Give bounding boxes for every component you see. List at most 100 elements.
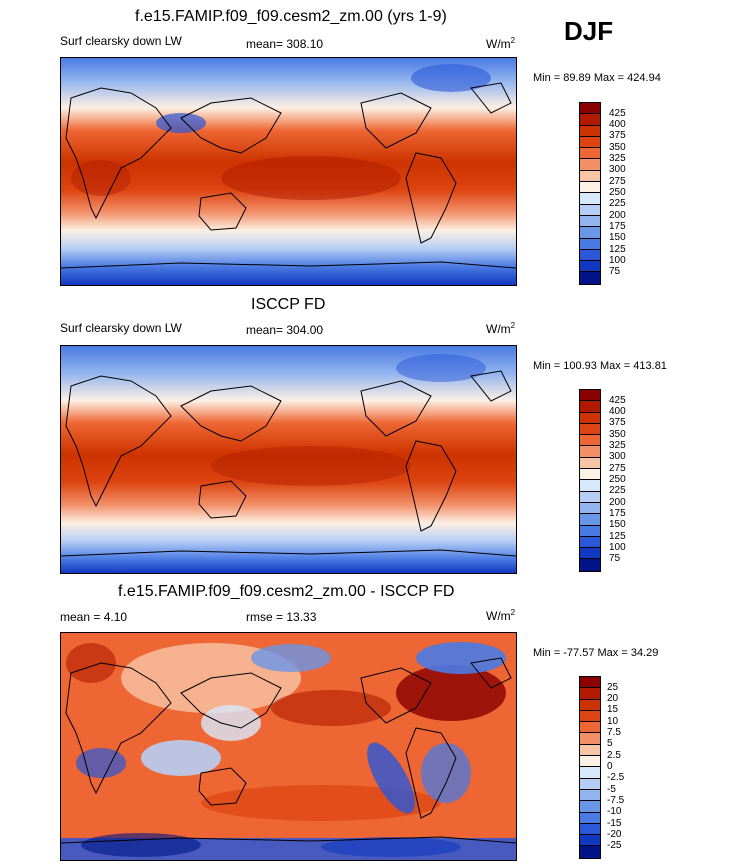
- panel1-colorbar-label: 375: [609, 130, 626, 141]
- panel1-colorbar-label: 125: [609, 244, 626, 255]
- panel3-colorbar-swatch: [580, 722, 600, 734]
- panel3-colorbar-label: 20: [607, 693, 619, 704]
- panel3-title: f.e15.FAMIP.f09_f09.cesm2_zm.00 - ISCCP …: [118, 583, 455, 600]
- panel1-colorbar-swatch: [580, 103, 600, 115]
- panel1-colorbar-swatch: [580, 215, 600, 228]
- panel3-colorbar-label: 15: [607, 704, 619, 715]
- panel1-colorbar: [579, 102, 601, 285]
- panel1-colorbar-swatch: [580, 261, 600, 273]
- panel1-colorbar-label: 250: [609, 187, 626, 198]
- panel1-colorbar-swatch: [580, 182, 600, 194]
- panel1-colorbar-swatch: [580, 204, 600, 216]
- panel2-colorbar-swatch: [580, 502, 600, 515]
- panel1-units: W/m2: [486, 36, 516, 51]
- panel1-variable-label: Surf clearsky down LW: [60, 34, 182, 48]
- panel2-colorbar-label: 375: [609, 417, 626, 428]
- panel2-colorbar-label: 350: [609, 429, 626, 440]
- panel3-colorbar-label: 7.5: [607, 727, 621, 738]
- panel1-minmax: Min = 89.89 Max = 424.94: [533, 72, 661, 84]
- panel3-colorbar-label: -10: [607, 806, 622, 817]
- panel1-map: [60, 57, 517, 286]
- panel2-colorbar: [579, 389, 601, 572]
- panel3-colorbar-swatch: [580, 801, 600, 813]
- panel1-colorbar-swatch: [580, 170, 600, 183]
- panel3-colorbar-label: -25: [607, 840, 622, 851]
- panel1-colorbar-label: 400: [609, 119, 626, 130]
- panel2-units: W/m2: [486, 321, 516, 336]
- panel2-colorbar-swatch: [580, 514, 600, 526]
- panel3-colorbar-label: 0: [607, 761, 613, 772]
- panel3-colorbar-swatch: [580, 823, 600, 836]
- panel3-colorbar-label: -20: [607, 829, 622, 840]
- panel3-colorbar-swatch: [580, 699, 600, 711]
- panel2-colorbar-swatch: [580, 412, 600, 424]
- panel2-colorbar-swatch: [580, 536, 600, 549]
- panel3-colorbar: [579, 676, 601, 859]
- panel1-colorbar-label: 425: [609, 108, 626, 119]
- panel3-colorbar-swatch: [580, 756, 600, 768]
- panel3-colorbar-swatch: [580, 778, 600, 790]
- panel2-colorbar-swatch: [580, 469, 600, 481]
- panel1-colorbar-label: 175: [609, 221, 626, 232]
- panel3-colorbar-label: -2.5: [607, 772, 625, 783]
- panel3-colorbar-swatch: [580, 710, 600, 723]
- panel2-colorbar-label: 150: [609, 519, 626, 530]
- panel2-title: ISCCP FD: [251, 296, 326, 313]
- panel1-colorbar-label: 350: [609, 142, 626, 153]
- panel2-colorbar-label: 100: [609, 542, 626, 553]
- panel1-colorbar-swatch: [580, 272, 600, 284]
- panel1-colorbar-swatch: [580, 249, 600, 262]
- panel1-colorbar-label: 100: [609, 255, 626, 266]
- panel2-colorbar-label: 300: [609, 451, 626, 462]
- panel2-colorbar-swatch: [580, 401, 600, 413]
- panel3-colorbar-swatch: [580, 812, 600, 824]
- panel3-colorbar-label: 25: [607, 682, 619, 693]
- panel1-colorbar-swatch: [580, 193, 600, 205]
- panel3-colorbar-swatch: [580, 744, 600, 757]
- panel3-colorbar-swatch: [580, 688, 600, 700]
- panel2-variable-label: Surf clearsky down LW: [60, 321, 182, 335]
- panel2-colorbar-label: 225: [609, 485, 626, 496]
- panel2-minmax: Min = 100.93 Max = 413.81: [533, 360, 667, 372]
- panel3-colorbar-label: -5: [607, 784, 616, 795]
- panel3-map: [60, 632, 517, 861]
- panel1-colorbar-swatch: [580, 227, 600, 239]
- panel3-colorbar-swatch: [580, 733, 600, 745]
- panel3-colorbar-label: 10: [607, 716, 619, 727]
- panel2-colorbar-label: 75: [609, 553, 621, 564]
- panel2-colorbar-label: 425: [609, 395, 626, 406]
- panel2-colorbar-swatch: [580, 559, 600, 571]
- panel3-colorbar-label: -15: [607, 818, 622, 829]
- panel1-title: f.e15.FAMIP.f09_f09.cesm2_zm.00 (yrs 1-9…: [135, 8, 447, 25]
- panel1-colorbar-swatch: [580, 125, 600, 137]
- panel3-units: W/m2: [486, 608, 516, 623]
- panel3-colorbar-swatch: [580, 835, 600, 847]
- panel3-colorbar-swatch: [580, 677, 600, 689]
- panel2-colorbar-swatch: [580, 548, 600, 560]
- panel2-mean-label: mean= 304.00: [246, 323, 324, 337]
- panel3-rmse-label: rmse = 13.33: [246, 610, 317, 624]
- panel1-colorbar-swatch: [580, 136, 600, 149]
- panel2-colorbar-label: 400: [609, 406, 626, 417]
- panel1-colorbar-label: 150: [609, 232, 626, 243]
- panel1-mean-label: mean= 308.10: [246, 37, 324, 51]
- panel1-colorbar-label: 225: [609, 198, 626, 209]
- panel1-colorbar-swatch: [580, 159, 600, 171]
- panel2-colorbar-swatch: [580, 491, 600, 503]
- panel1-colorbar-swatch: [580, 148, 600, 160]
- panel1-colorbar-label: 75: [609, 266, 621, 277]
- panel1-colorbar-label: 200: [609, 210, 626, 221]
- panel3-mean-label: mean = 4.10: [60, 610, 128, 624]
- panel3-colorbar-swatch: [580, 789, 600, 802]
- panel2-colorbar-swatch: [580, 480, 600, 492]
- panel3-colorbar-swatch: [580, 846, 600, 858]
- panel2-colorbar-swatch: [580, 435, 600, 447]
- panel1-colorbar-swatch: [580, 114, 600, 126]
- panel1-colorbar-label: 325: [609, 153, 626, 164]
- panel2-colorbar-swatch: [580, 423, 600, 436]
- season-label: DJF: [564, 16, 614, 46]
- panel2-colorbar-swatch: [580, 457, 600, 470]
- panel3-colorbar-label: 5: [607, 738, 613, 749]
- panel2-map: [60, 345, 517, 574]
- panel2-colorbar-label: 200: [609, 497, 626, 508]
